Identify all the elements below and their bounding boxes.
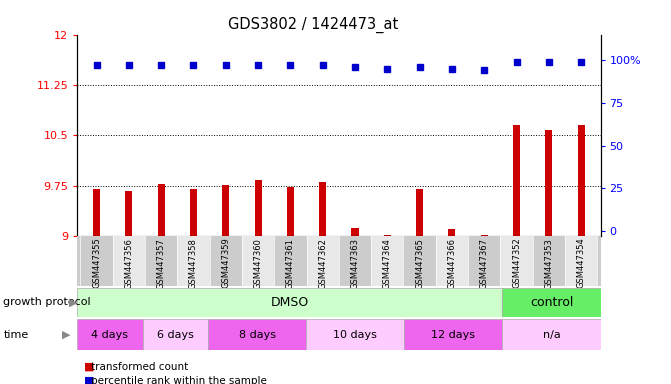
Text: ▶: ▶ xyxy=(69,297,78,308)
Text: growth protocol: growth protocol xyxy=(3,297,91,308)
Text: GSM447352: GSM447352 xyxy=(512,238,521,288)
Text: 8 days: 8 days xyxy=(239,330,276,340)
Bar xyxy=(209,236,242,286)
Bar xyxy=(145,236,177,286)
Text: ■: ■ xyxy=(84,362,95,372)
Bar xyxy=(533,236,565,286)
Bar xyxy=(384,235,391,236)
Bar xyxy=(81,236,113,286)
Bar xyxy=(142,319,208,350)
Bar xyxy=(513,125,520,236)
Bar xyxy=(404,319,503,350)
Text: 6 days: 6 days xyxy=(157,330,194,340)
Text: GSM447356: GSM447356 xyxy=(124,238,134,288)
Text: GSM447353: GSM447353 xyxy=(544,238,554,288)
Text: percentile rank within the sample: percentile rank within the sample xyxy=(91,376,266,384)
Text: 4 days: 4 days xyxy=(91,330,128,340)
Bar xyxy=(319,182,326,236)
Bar xyxy=(339,236,371,286)
Bar xyxy=(480,235,488,236)
Title: GDS3802 / 1424473_at: GDS3802 / 1424473_at xyxy=(227,17,398,33)
Bar xyxy=(254,180,262,236)
Bar xyxy=(307,236,339,286)
Bar xyxy=(77,288,503,317)
Text: GSM447366: GSM447366 xyxy=(448,238,456,289)
Bar xyxy=(501,236,533,286)
Bar xyxy=(503,288,601,317)
Text: GSM447365: GSM447365 xyxy=(415,238,424,288)
Bar xyxy=(565,236,597,286)
Bar xyxy=(578,125,584,236)
Text: GSM447363: GSM447363 xyxy=(350,238,360,289)
Text: GSM447362: GSM447362 xyxy=(318,238,327,288)
Bar xyxy=(158,184,164,236)
Text: GSM447367: GSM447367 xyxy=(480,238,488,289)
Bar xyxy=(448,230,456,236)
Text: GSM447357: GSM447357 xyxy=(156,238,166,288)
Text: time: time xyxy=(3,330,29,340)
Text: GSM447361: GSM447361 xyxy=(286,238,295,288)
Bar xyxy=(306,319,404,350)
Text: ▶: ▶ xyxy=(62,330,70,340)
Bar xyxy=(371,236,403,286)
Text: n/a: n/a xyxy=(543,330,560,340)
Bar xyxy=(435,236,468,286)
Bar xyxy=(503,319,601,350)
Bar xyxy=(274,236,307,286)
Bar xyxy=(190,189,197,236)
Bar xyxy=(177,236,209,286)
Text: GSM447355: GSM447355 xyxy=(92,238,101,288)
Bar xyxy=(403,236,435,286)
Bar xyxy=(113,236,145,286)
Text: 12 days: 12 days xyxy=(431,330,475,340)
Bar xyxy=(416,189,423,236)
Text: ■: ■ xyxy=(84,376,95,384)
Bar xyxy=(287,187,294,236)
Text: GSM447360: GSM447360 xyxy=(254,238,262,288)
Text: GSM447359: GSM447359 xyxy=(221,238,230,288)
Bar xyxy=(125,191,132,236)
Bar xyxy=(546,130,552,236)
Bar xyxy=(222,185,229,236)
Text: control: control xyxy=(530,296,573,309)
Bar xyxy=(77,319,142,350)
Text: DMSO: DMSO xyxy=(270,296,309,309)
Text: GSM447358: GSM447358 xyxy=(189,238,198,288)
Bar xyxy=(208,319,306,350)
Bar xyxy=(352,228,358,236)
Text: 10 days: 10 days xyxy=(333,330,377,340)
Text: GSM447364: GSM447364 xyxy=(383,238,392,288)
Text: transformed count: transformed count xyxy=(91,362,188,372)
Text: GSM447354: GSM447354 xyxy=(576,238,586,288)
Bar xyxy=(468,236,501,286)
Bar xyxy=(242,236,274,286)
Bar xyxy=(93,189,100,236)
